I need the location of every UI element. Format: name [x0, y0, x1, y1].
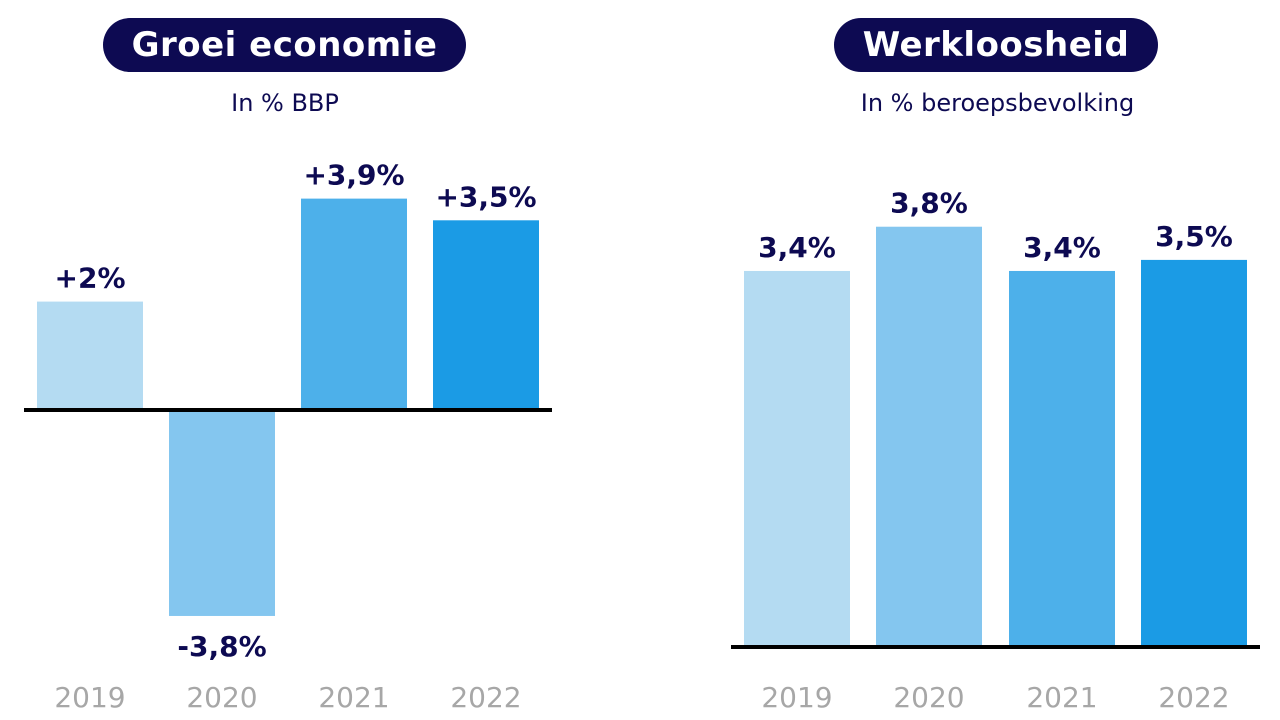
growth-data-label-2020: -3,8% [177, 630, 266, 663]
unemployment-chart-title: Werkloosheid [834, 18, 1158, 72]
growth-data-label-2021: +3,9% [303, 159, 404, 192]
growth-chart-subtitle: In % BBP [231, 89, 339, 117]
unemployment-tick-label-2019: 2019 [761, 681, 832, 714]
growth-data-label-2019: +2% [55, 262, 126, 295]
growth-bar-2019 [37, 301, 143, 410]
growth-chart-plot: +2% 2019 -3,8% 2020 +3,9% 2021 +3,5% 2022 [24, 159, 552, 714]
unemployment-data-label-2022: 3,5% [1155, 220, 1233, 253]
unemployment-chart-plot: 3,4% 2019 3,8% 2020 3,4% 2021 3,5% 2022 [731, 187, 1260, 714]
growth-data-label-2022: +3,5% [435, 180, 536, 213]
unemployment-data-label-2019: 3,4% [758, 231, 836, 264]
growth-tick-label-2022: 2022 [450, 681, 521, 714]
growth-bar-2020 [169, 410, 275, 616]
unemployment-chart-subtitle: In % beroepsbevolking [860, 89, 1135, 117]
unemployment-bar-2020 [876, 226, 982, 647]
unemployment-bar-2022 [1141, 259, 1247, 647]
growth-bar-2021 [301, 198, 407, 410]
growth-tick-label-2019: 2019 [54, 681, 125, 714]
growth-chart-title: Groei economie [103, 18, 466, 72]
growth-bar-2022 [433, 220, 539, 410]
growth-chart-panel: Groei economie In % BBP +2% 2019 -3,8% 2020… [0, 0, 570, 720]
unemployment-tick-label-2020: 2020 [893, 681, 964, 714]
growth-tick-label-2020: 2020 [186, 681, 257, 714]
unemployment-tick-label-2021: 2021 [1026, 681, 1097, 714]
growth-tick-label-2021: 2021 [318, 681, 389, 714]
unemployment-tick-label-2022: 2022 [1158, 681, 1229, 714]
unemployment-data-label-2020: 3,8% [890, 187, 968, 220]
unemployment-data-label-2021: 3,4% [1023, 231, 1101, 264]
unemployment-bar-2021 [1009, 270, 1115, 647]
unemployment-chart-panel: Werkloosheid In % beroepsbevolking 3,4% 2… [720, 0, 1280, 720]
unemployment-bar-2019 [744, 270, 850, 647]
